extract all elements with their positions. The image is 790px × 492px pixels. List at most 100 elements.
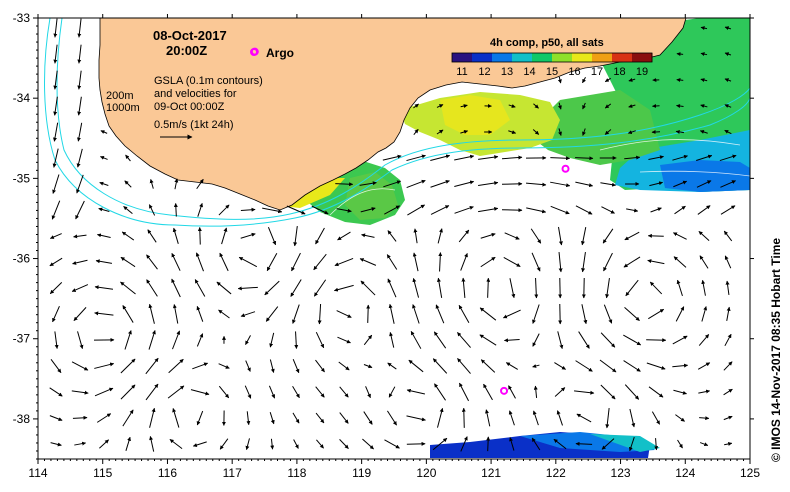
colorbar-tick-label: 12 xyxy=(478,66,490,78)
velocity-arrow xyxy=(73,307,87,321)
velocity-arrow xyxy=(648,155,664,161)
velocity-arrow xyxy=(558,128,562,136)
velocity-arrow xyxy=(146,254,158,270)
velocity-arrow xyxy=(623,360,641,372)
velocity-arrow xyxy=(457,358,471,374)
velocity-arrow xyxy=(436,277,443,298)
argo-float-marker xyxy=(561,164,570,173)
velocity-arrow xyxy=(651,411,661,425)
velocity-arrow xyxy=(647,233,664,238)
colorbar-frame xyxy=(451,52,653,63)
velocity-arrow xyxy=(458,304,470,323)
velocity-arrow xyxy=(430,205,450,215)
velocity-arrow xyxy=(218,309,230,319)
velocity-arrow xyxy=(337,231,351,241)
velocity-arrow xyxy=(605,278,610,299)
velocity-arrow xyxy=(723,230,733,242)
colorbar-tick-label: 14 xyxy=(523,66,535,78)
colorbar-swatch xyxy=(552,53,573,62)
velocity-arrow xyxy=(628,104,636,108)
velocity-arrow xyxy=(146,279,158,297)
velocity-arrow xyxy=(673,256,687,268)
velocity-arrow xyxy=(315,359,325,373)
isobath-label-200m: 200m xyxy=(106,90,134,102)
velocity-arrow xyxy=(460,253,468,271)
velocity-arrow xyxy=(460,436,468,452)
velocity-arrow xyxy=(502,309,521,319)
velocity-arrow xyxy=(53,18,58,38)
velocity-arrow xyxy=(432,358,448,374)
velocity-arrow xyxy=(245,360,251,372)
velocity-arrow xyxy=(52,174,60,194)
velocity-arrow xyxy=(503,257,521,267)
velocity-arrow xyxy=(672,363,689,368)
velocity-arrow xyxy=(648,386,664,398)
velocity-arrow xyxy=(501,208,523,213)
velocity-arrow xyxy=(602,228,614,244)
velocity-arrow xyxy=(336,208,352,213)
velocity-arrow xyxy=(726,306,731,321)
velocity-arrow xyxy=(724,129,732,135)
velocity-arrow xyxy=(558,251,563,273)
velocity-arrow xyxy=(53,96,58,116)
velocity-arrow xyxy=(99,439,109,449)
velocity-arrow xyxy=(49,257,63,267)
velocity-arrow xyxy=(701,306,708,322)
velocity-arrow xyxy=(120,384,136,400)
velocity-arrow xyxy=(601,438,615,450)
velocity-arrow xyxy=(173,203,178,217)
x-tick-label: 124 xyxy=(675,466,695,480)
velocity-arrow xyxy=(674,205,686,215)
velocity-arrow xyxy=(363,364,373,369)
velocity-arrow xyxy=(558,226,563,246)
velocity-arrow xyxy=(77,44,82,64)
y-tick-label: -33 xyxy=(13,11,31,25)
velocity-arrow xyxy=(501,155,523,160)
velocity-arrow xyxy=(339,386,349,398)
velocity-arrow xyxy=(98,207,110,212)
map-date: 08-Oct-2017 xyxy=(153,28,227,43)
velocity-arrow xyxy=(554,362,566,370)
colorbar-tick-label: 18 xyxy=(613,66,625,78)
argo-float-marker xyxy=(250,47,259,56)
velocity-arrow xyxy=(696,180,712,188)
velocity-arrow xyxy=(120,256,136,268)
colorbar-swatch xyxy=(472,53,493,62)
velocity-arrow xyxy=(600,332,616,348)
velocity-arrow xyxy=(384,439,400,449)
velocity-arrow xyxy=(603,252,613,272)
velocity-arrow xyxy=(623,334,642,346)
velocity-arrow xyxy=(149,435,155,452)
velocity-arrow xyxy=(366,304,371,323)
velocity-arrow xyxy=(360,280,376,296)
velocity-arrow xyxy=(190,389,210,396)
velocity-arrow xyxy=(168,358,184,374)
velocity-arrow xyxy=(485,409,491,427)
legend-line-3: 09-Oct 00:00Z xyxy=(154,101,225,113)
velocity-arrow xyxy=(700,104,708,108)
velocity-arrow xyxy=(698,230,710,242)
velocity-arrow xyxy=(508,104,516,108)
velocity-arrow xyxy=(554,387,566,397)
velocity-arrow xyxy=(483,383,493,401)
velocity-arrow xyxy=(454,154,475,161)
colorbar-swatch xyxy=(592,53,613,62)
velocity-arrow xyxy=(237,286,258,291)
velocity-arrow xyxy=(724,255,732,269)
colorbar-swatch xyxy=(512,53,533,62)
colorbar-swatch xyxy=(452,53,473,62)
velocity-arrow xyxy=(575,181,594,188)
velocity-arrow xyxy=(359,258,377,266)
velocity-arrow xyxy=(410,330,422,349)
velocity-arrow xyxy=(363,411,373,425)
velocity-arrow xyxy=(582,76,586,84)
map-time: 20:00Z xyxy=(166,43,207,58)
velocity-arrow xyxy=(238,256,258,268)
velocity-arrow xyxy=(533,103,539,109)
velocity-arrow xyxy=(49,281,63,295)
isobath-label-1000m: 1000m xyxy=(106,102,140,114)
velocity-arrow xyxy=(77,18,82,38)
velocity-arrow xyxy=(336,310,352,318)
argo-float-marker xyxy=(500,386,509,395)
legend-line-2: and velocities for xyxy=(154,88,237,100)
